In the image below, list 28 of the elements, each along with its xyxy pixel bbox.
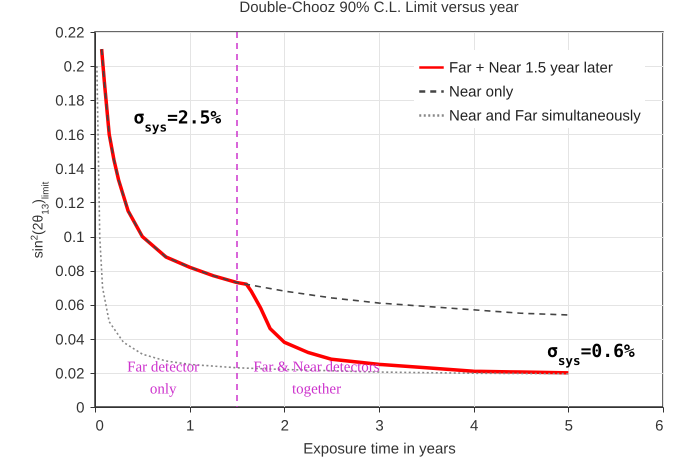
y-tick-label: 0.1 xyxy=(64,229,84,246)
y-tick-label: 0.2 xyxy=(64,58,84,76)
chart-title: Double-Chooz 90% C.L. Limit versus year xyxy=(239,0,519,16)
x-tick-label: 6 xyxy=(655,418,664,434)
y-tick-label: 0.06 xyxy=(55,297,84,314)
legend-label: Near only xyxy=(449,84,514,100)
y-tick-label: 0.04 xyxy=(55,331,84,348)
y-tick-label: 0 xyxy=(76,400,84,416)
x-tick-label: 2 xyxy=(280,418,290,434)
annotation: Far detector only xyxy=(127,359,200,398)
y-tick-label: 0.12 xyxy=(55,194,84,212)
annotation: Far & Near detectors together xyxy=(253,359,380,398)
x-tick-label: 0 xyxy=(96,418,104,434)
legend-label: Near and Far simultaneously xyxy=(449,108,642,124)
y-tick-label: 0.08 xyxy=(55,263,84,280)
x-tick-label: 3 xyxy=(375,418,384,434)
y-tick-label: 0.02 xyxy=(55,365,84,382)
annotation: σ$_{sys}$=2.5% xyxy=(133,107,222,134)
y-tick-label: 0.18 xyxy=(55,92,84,110)
x-tick-label: 4 xyxy=(470,418,478,434)
legend-label: Far + Near 1.5 year later xyxy=(449,60,613,76)
y-tick-label: 0.16 xyxy=(55,126,84,144)
x-tick-label: 1 xyxy=(186,418,194,434)
x-axis-title: Exposure time in years xyxy=(303,440,456,458)
annotation: σ$_{sys}$=0.6% xyxy=(546,340,635,368)
y-tick-label: 0.14 xyxy=(55,160,84,178)
x-tick-label: 5 xyxy=(564,418,574,434)
y-tick-label: 0.22 xyxy=(55,24,84,42)
